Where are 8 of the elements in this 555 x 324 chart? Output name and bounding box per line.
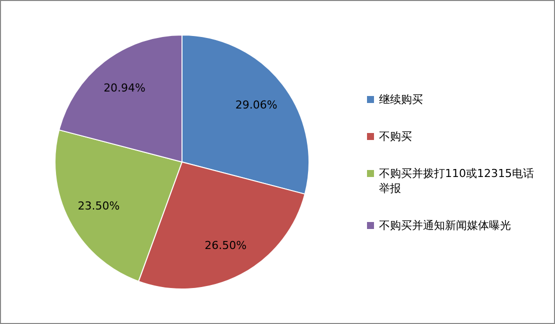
data-label: 20.94% [104,82,146,95]
legend-label: 继续购买 [379,92,424,106]
legend-label: 不购买并拨打110或12315电话举报 [379,166,535,196]
legend-label: 不购买 [379,128,413,144]
data-label: 26.50% [204,239,247,252]
data-label: 23.50% [78,200,120,213]
data-label: 29.06% [235,98,278,112]
legend-label: 不购买并通知新闻媒体曝光 [379,218,512,232]
